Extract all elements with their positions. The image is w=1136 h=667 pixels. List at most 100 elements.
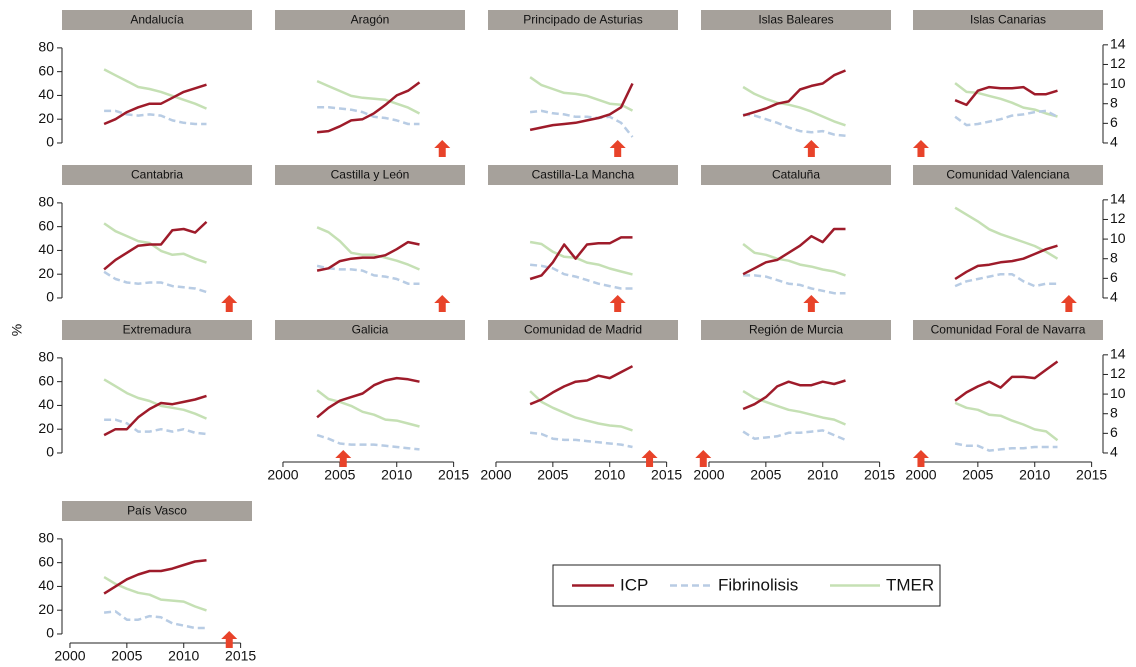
line-1	[104, 418, 207, 436]
y-tick-label: 0	[46, 134, 54, 150]
event-arrow	[434, 295, 451, 312]
y-tick-label: 20	[38, 420, 54, 436]
line-2	[742, 243, 846, 277]
panel-header	[275, 320, 465, 340]
x-tick-label: 2005	[750, 467, 781, 483]
line-1	[743, 274, 846, 295]
event-arrow	[912, 450, 929, 467]
panel-title: País Vasco	[127, 504, 187, 518]
y2-tick-label: 4	[1110, 134, 1118, 150]
panel-header	[701, 10, 891, 30]
panel-title: Cataluña	[772, 168, 820, 182]
y2-tick-label: 14	[1110, 36, 1126, 52]
y-tick-label: 60	[38, 553, 54, 569]
y2-tick-label: 10	[1110, 385, 1126, 401]
line-0	[529, 365, 634, 406]
panel-title: Cantabria	[131, 168, 183, 182]
line-1	[954, 272, 1058, 288]
panel-header	[62, 320, 252, 340]
legend-label: ICP	[620, 575, 648, 594]
y-tick-label: 80	[38, 349, 54, 365]
x-tick-label: 2000	[480, 467, 511, 483]
line-0	[529, 82, 634, 132]
y-tick-label: 80	[38, 39, 54, 55]
line-1	[954, 442, 1058, 452]
y-tick-label: 60	[38, 217, 54, 233]
line-0	[954, 360, 1059, 402]
line-1	[529, 263, 633, 290]
x-tick-label: 2000	[693, 467, 724, 483]
line-1	[103, 610, 207, 630]
line-2	[529, 390, 633, 432]
panel-title: Región de Murcia	[749, 323, 843, 337]
panel-header	[488, 10, 678, 30]
x-tick-label: 2015	[438, 467, 469, 483]
y-tick-label: 60	[38, 372, 54, 388]
line-0	[103, 83, 207, 126]
line-1	[104, 109, 207, 126]
line-0	[316, 240, 420, 272]
panel-title: Castilla y León	[331, 168, 410, 182]
panel-header	[913, 165, 1103, 185]
line-1	[103, 270, 207, 294]
line-2	[316, 79, 421, 115]
y2-tick-label: 6	[1110, 424, 1118, 440]
x-tick-label: 2010	[1019, 467, 1050, 483]
y2-tick-label: 10	[1110, 75, 1126, 91]
panel-title: Andalucía	[130, 13, 184, 27]
event-arrow	[695, 450, 712, 467]
event-arrow	[609, 295, 626, 312]
y-tick-label: 0	[46, 289, 54, 305]
line-2	[103, 576, 207, 612]
x-tick-label: 2005	[324, 467, 355, 483]
line-0	[742, 227, 846, 276]
panel-title: Islas Canarias	[970, 13, 1046, 27]
line-1	[529, 431, 633, 449]
y-tick-label: 40	[38, 396, 54, 412]
panel-title: Castilla-La Mancha	[532, 168, 635, 182]
line-2	[954, 401, 1059, 442]
event-arrow	[434, 140, 451, 157]
x-tick-label: 2015	[225, 648, 256, 664]
panel-header	[62, 10, 252, 30]
line-0	[954, 85, 1058, 107]
x-tick-label: 2000	[267, 467, 298, 483]
x-tick-label: 2010	[807, 467, 838, 483]
legend-label: Fibrinolisis	[718, 575, 798, 594]
event-arrow	[641, 450, 658, 467]
line-0	[103, 559, 207, 595]
panel-title: Comunidad de Madrid	[524, 323, 642, 337]
panel-title: Aragón	[351, 13, 390, 27]
line-2	[316, 226, 420, 271]
panel-header	[701, 165, 891, 185]
event-arrow	[1060, 295, 1077, 312]
line-1	[317, 106, 420, 126]
x-tick-label: 2015	[1076, 467, 1107, 483]
x-tick-label: 2000	[905, 467, 936, 483]
y-tick-label: 0	[46, 625, 54, 641]
event-arrow	[803, 140, 820, 157]
line-0	[954, 244, 1058, 281]
line-2	[529, 240, 633, 276]
line-0	[316, 81, 421, 134]
line-0	[103, 394, 207, 437]
line-2	[742, 390, 846, 426]
line-0	[316, 376, 420, 419]
y2-tick-label: 8	[1110, 249, 1118, 265]
line-2	[103, 68, 207, 110]
y2-tick-label: 14	[1110, 191, 1126, 207]
line-2	[742, 85, 846, 127]
y-tick-label: 40	[38, 241, 54, 257]
x-tick-label: 2010	[594, 467, 625, 483]
y-tick-label: 0	[46, 444, 54, 460]
y2-tick-label: 6	[1110, 114, 1118, 130]
panel-title: Extremadura	[123, 323, 192, 337]
line-1	[742, 113, 846, 138]
panel-header	[275, 165, 465, 185]
line-1	[529, 109, 634, 138]
event-arrow	[221, 295, 238, 312]
line-0	[529, 236, 633, 281]
line-1	[742, 429, 846, 442]
panel-header	[62, 165, 252, 185]
line-2	[103, 378, 207, 420]
